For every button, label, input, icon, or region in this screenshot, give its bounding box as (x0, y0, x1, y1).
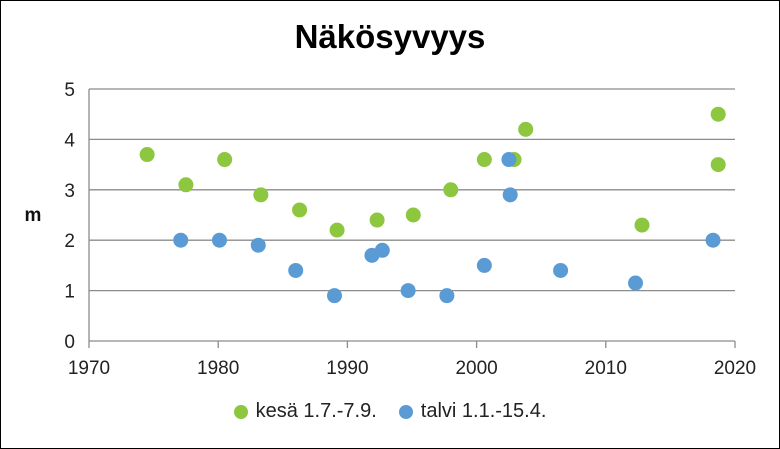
data-point-summer (710, 106, 726, 122)
x-tick-label: 2010 (585, 358, 627, 379)
data-point-summer (710, 157, 726, 173)
y-tick-label: 0 (64, 332, 75, 353)
data-point-summer (518, 121, 534, 137)
x-tick-label: 1970 (68, 358, 110, 379)
data-point-summer (178, 177, 194, 193)
legend-marker-winter (398, 404, 413, 419)
data-point-winter (501, 152, 517, 168)
legend-marker-summer (233, 404, 248, 419)
y-tick-label: 4 (64, 130, 75, 151)
data-point-winter (476, 257, 492, 273)
y-tick-label: 2 (64, 231, 75, 252)
data-point-summer (253, 187, 269, 203)
x-tick-label: 2000 (455, 358, 497, 379)
data-point-summer (476, 152, 492, 168)
data-point-summer (405, 207, 421, 223)
x-tick-label: 1990 (326, 358, 368, 379)
data-point-winter (173, 232, 189, 248)
legend: kesä 1.7.-7.9. talvi 1.1.-15.4. (0, 400, 780, 423)
y-axis-label: m (25, 205, 42, 226)
data-point-winter (211, 232, 227, 248)
legend-label-summer: kesä 1.7.-7.9. (255, 400, 377, 422)
data-point-summer (139, 147, 155, 163)
data-point-summer (443, 182, 459, 198)
y-tick-label: 5 (64, 80, 75, 101)
data-point-winter (250, 237, 266, 253)
data-point-summer (634, 217, 650, 233)
x-tick-label: 2020 (714, 358, 756, 379)
data-point-summer (369, 212, 385, 228)
data-point-winter (553, 262, 569, 278)
data-point-winter (502, 187, 518, 203)
data-point-summer (217, 152, 233, 168)
data-point-winter (288, 262, 304, 278)
data-point-winter (439, 288, 455, 304)
legend-item-winter: talvi 1.1.-15.4. (398, 400, 547, 423)
data-point-winter (628, 275, 644, 291)
data-point-winter (400, 283, 416, 299)
chart-title: Näkösyvyys (294, 18, 486, 55)
legend-item-summer: kesä 1.7.-7.9. (233, 400, 377, 423)
data-point-winter (326, 288, 342, 304)
data-point-winter (374, 242, 390, 258)
y-tick-label: 3 (64, 181, 75, 202)
data-point-summer (329, 222, 345, 238)
data-point-winter (705, 232, 721, 248)
legend-label-winter: talvi 1.1.-15.4. (420, 400, 547, 422)
x-tick-label: 1980 (197, 358, 239, 379)
data-point-summer (292, 202, 308, 218)
y-tick-label: 1 (64, 282, 75, 303)
